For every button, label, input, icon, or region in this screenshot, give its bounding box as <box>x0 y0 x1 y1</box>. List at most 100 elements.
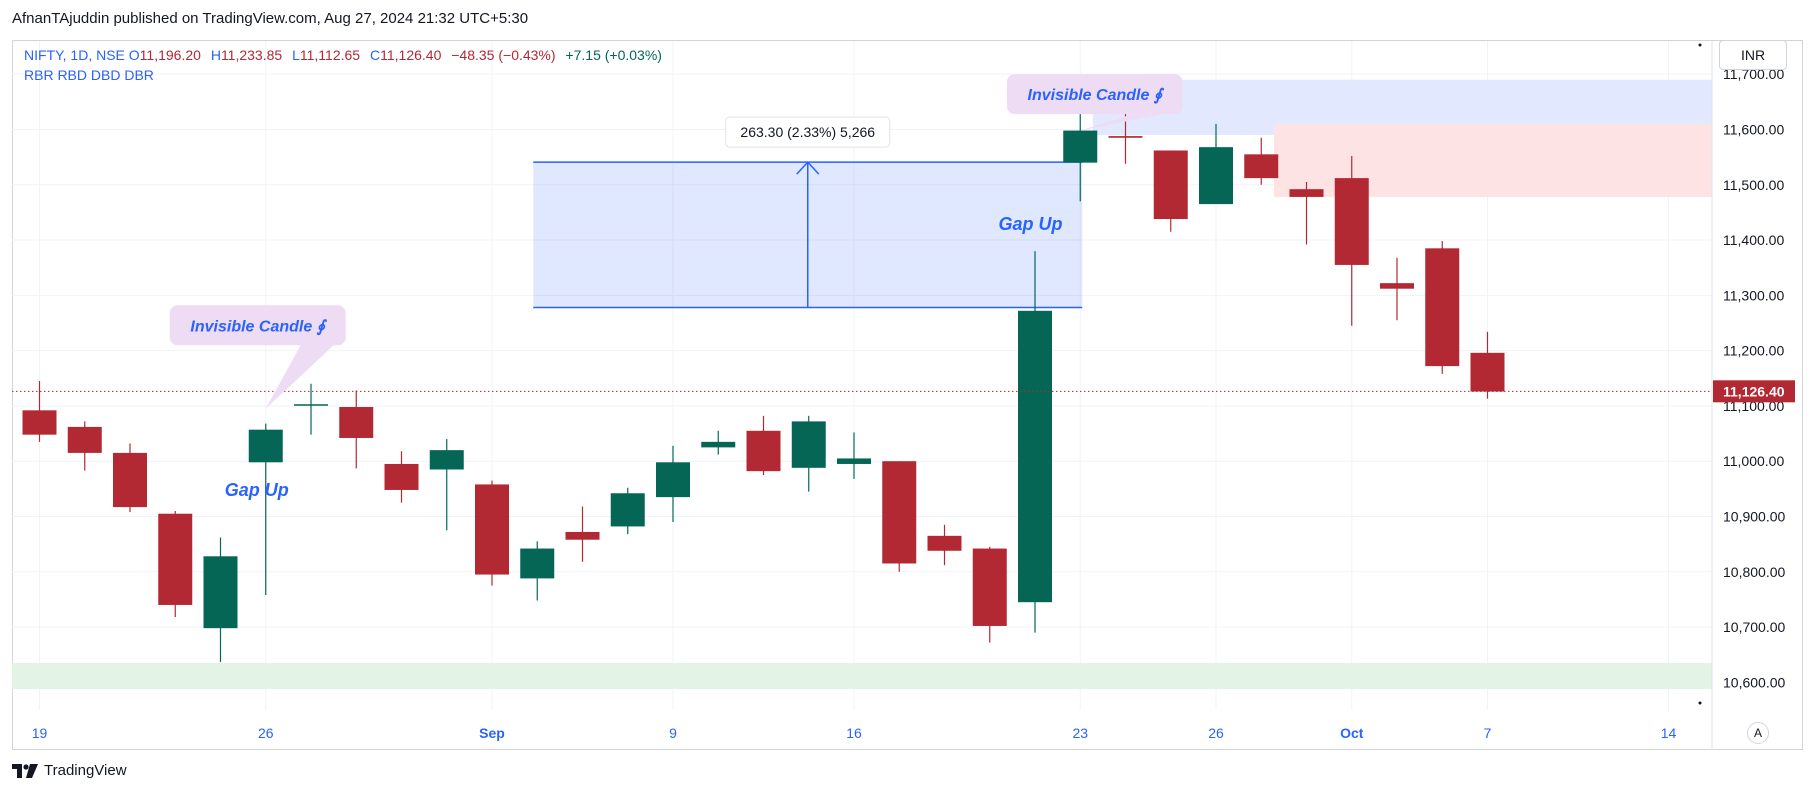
low-value: 11,112.65 <box>299 47 361 63</box>
candle <box>927 524 962 566</box>
x-tick-label: Oct <box>1340 725 1364 741</box>
callout-annotation: Invisible Candle ∮ <box>1006 74 1183 131</box>
y-tick-label: 11,500.00 <box>1723 177 1784 193</box>
candle <box>610 487 645 535</box>
measure-label-text: 263.30 (2.33%) 5,266 <box>740 124 875 140</box>
candle-body <box>1018 310 1052 603</box>
candle-body <box>67 426 102 453</box>
callout-annotation: Invisible Candle ∮ <box>169 305 346 409</box>
x-tick-label: 23 <box>1072 725 1088 741</box>
y-tick-label: 11,300.00 <box>1723 287 1784 303</box>
y-tick-label: 11,600.00 <box>1723 121 1784 137</box>
close-value: 11,126.40 <box>380 47 442 63</box>
candle <box>1380 257 1414 321</box>
footer-brand-label: TradingView <box>44 762 127 779</box>
y-tick-label: 10,700.00 <box>1723 619 1785 635</box>
candle <box>339 390 374 469</box>
publisher-line: AfnanTAjuddin published on TradingView.c… <box>12 10 529 27</box>
candle <box>791 415 826 492</box>
candle <box>248 423 283 595</box>
candle-body <box>565 531 600 540</box>
candle <box>1018 251 1052 633</box>
last-price-badge: 11,126.40 <box>1713 380 1795 403</box>
candle <box>1425 241 1460 374</box>
candle-body <box>248 429 283 463</box>
indicator-name[interactable]: RBR RBD DBD DBR <box>24 67 154 83</box>
corner-dot <box>1698 701 1702 705</box>
high-value: 11,233.85 <box>220 47 283 63</box>
candle <box>972 546 1007 643</box>
y-tick-label: 10,800.00 <box>1723 564 1785 580</box>
candle <box>1334 156 1369 326</box>
ohlc-row: NIFTY, 1D, NSE O11,196.20 H11,233.85 L11… <box>24 45 668 65</box>
candles <box>22 76 1505 662</box>
candle <box>837 432 871 479</box>
candle <box>656 445 690 523</box>
candle <box>203 537 238 662</box>
candle <box>22 381 57 442</box>
measure-label-box <box>725 116 891 148</box>
y-axis: 10,600.00 10,700.00 10,800.00 10,900.00 11,0… <box>1723 66 1785 690</box>
gap-up-label: Gap Up <box>998 214 1062 234</box>
auto-scale-button[interactable]: A <box>1747 722 1769 744</box>
candle-body <box>384 463 419 490</box>
candle-body <box>610 493 645 527</box>
demand-zone <box>12 663 1712 689</box>
candle <box>429 439 464 531</box>
x-tick-label: 19 <box>32 725 48 741</box>
open-value: 11,196.20 <box>139 47 201 63</box>
currency-button[interactable]: INR <box>1719 40 1787 70</box>
symbol-label[interactable]: NIFTY, 1D, NSE <box>24 47 125 63</box>
chart-frame <box>12 40 1803 750</box>
candle-body <box>113 452 147 508</box>
x-tick-label: Sep <box>479 725 505 741</box>
candle <box>701 430 736 455</box>
candle <box>294 383 328 435</box>
candle-body <box>1153 150 1188 220</box>
candle-body <box>1289 189 1324 197</box>
candle-body <box>475 484 509 575</box>
y-tick-label: 10,600.00 <box>1723 674 1785 690</box>
y-tick-label: 11,700.00 <box>1723 66 1784 82</box>
high-label: H <box>210 47 221 63</box>
candle-body <box>972 548 1007 626</box>
candle-body <box>294 404 328 406</box>
candle <box>475 480 509 586</box>
candle-body <box>429 450 464 470</box>
callout-pointer <box>265 343 336 409</box>
candle-body <box>339 407 374 438</box>
footer-brand[interactable]: TradingView <box>12 762 127 779</box>
candle <box>158 510 193 618</box>
callout-text: Invisible Candle ∮ <box>190 318 327 335</box>
last-price-badge-bg <box>1713 380 1795 403</box>
callout-pointer <box>1080 112 1173 131</box>
x-tick-label: 16 <box>846 725 862 741</box>
candle-body <box>22 410 57 435</box>
x-tick-label: 9 <box>669 725 677 741</box>
candle <box>1470 331 1505 399</box>
y-tick-label: 11,000.00 <box>1723 453 1784 469</box>
candle-body <box>837 458 871 464</box>
candle-body <box>791 421 826 468</box>
candle-body <box>158 513 193 605</box>
callout-text: Invisible Candle ∮ <box>1028 87 1165 104</box>
x-tick-label: 7 <box>1484 725 1492 741</box>
y-tick-label: 11,200.00 <box>1723 343 1784 359</box>
x-tick-label: 26 <box>258 725 274 741</box>
candle-body <box>1063 130 1098 163</box>
candle-body <box>882 461 917 564</box>
candle <box>882 461 917 572</box>
callout-box <box>1006 74 1183 115</box>
callout-box <box>169 305 346 346</box>
candle <box>565 506 600 562</box>
candle-body <box>746 430 781 472</box>
candle <box>520 541 555 601</box>
candle-body <box>1470 352 1505 392</box>
change-value: −48.35 (−0.43%) <box>451 47 556 63</box>
close-label: C <box>369 47 381 63</box>
x-axis: 19 26 Sep 9 16 23 26 Oct 7 14 <box>32 725 1677 741</box>
candle-body <box>1334 178 1369 265</box>
corner-dot <box>1698 43 1702 47</box>
x-tick-label: 14 <box>1661 725 1677 741</box>
